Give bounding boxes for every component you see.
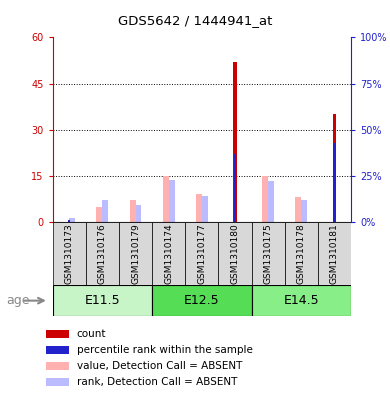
Bar xyxy=(46,362,69,370)
Text: GSM1310174: GSM1310174 xyxy=(164,223,173,284)
Text: GSM1310178: GSM1310178 xyxy=(297,223,306,284)
Bar xyxy=(119,222,152,285)
Bar xyxy=(262,176,268,222)
Bar xyxy=(196,194,202,222)
Bar xyxy=(169,180,175,222)
Text: GSM1310176: GSM1310176 xyxy=(98,223,107,284)
Bar xyxy=(218,222,252,285)
Bar xyxy=(53,285,152,316)
Bar xyxy=(202,196,208,222)
Text: GSM1310177: GSM1310177 xyxy=(197,223,206,284)
Bar xyxy=(163,176,169,222)
Text: count: count xyxy=(77,329,106,339)
Text: E11.5: E11.5 xyxy=(85,294,120,307)
Bar xyxy=(102,200,108,222)
Text: value, Detection Call = ABSENT: value, Detection Call = ABSENT xyxy=(77,361,242,371)
Bar xyxy=(152,222,185,285)
Bar xyxy=(268,182,274,222)
Bar xyxy=(333,143,335,222)
Bar xyxy=(185,222,218,285)
Text: GSM1310179: GSM1310179 xyxy=(131,223,140,284)
Bar xyxy=(135,206,142,222)
Bar xyxy=(86,222,119,285)
Text: GSM1310181: GSM1310181 xyxy=(330,223,339,284)
Bar xyxy=(129,200,135,222)
Text: percentile rank within the sample: percentile rank within the sample xyxy=(77,345,253,355)
Bar xyxy=(46,378,69,386)
Bar xyxy=(301,200,307,222)
Bar xyxy=(295,197,301,222)
Bar xyxy=(46,346,69,354)
Text: E12.5: E12.5 xyxy=(184,294,220,307)
Bar xyxy=(69,219,75,222)
Text: GSM1310175: GSM1310175 xyxy=(264,223,273,284)
Bar xyxy=(96,207,102,222)
Bar xyxy=(252,285,351,316)
Text: GSM1310180: GSM1310180 xyxy=(230,223,239,284)
Bar xyxy=(68,220,70,222)
Bar xyxy=(233,62,237,222)
Bar xyxy=(234,154,236,222)
Bar xyxy=(333,114,336,222)
Text: rank, Detection Call = ABSENT: rank, Detection Call = ABSENT xyxy=(77,377,237,387)
Text: E14.5: E14.5 xyxy=(284,294,319,307)
Bar xyxy=(318,222,351,285)
Bar xyxy=(53,222,86,285)
Text: age: age xyxy=(6,294,29,307)
Bar xyxy=(285,222,318,285)
Text: GSM1310173: GSM1310173 xyxy=(65,223,74,284)
Bar xyxy=(152,285,252,316)
Bar xyxy=(46,330,69,338)
Bar xyxy=(252,222,285,285)
Text: GDS5642 / 1444941_at: GDS5642 / 1444941_at xyxy=(118,14,272,27)
